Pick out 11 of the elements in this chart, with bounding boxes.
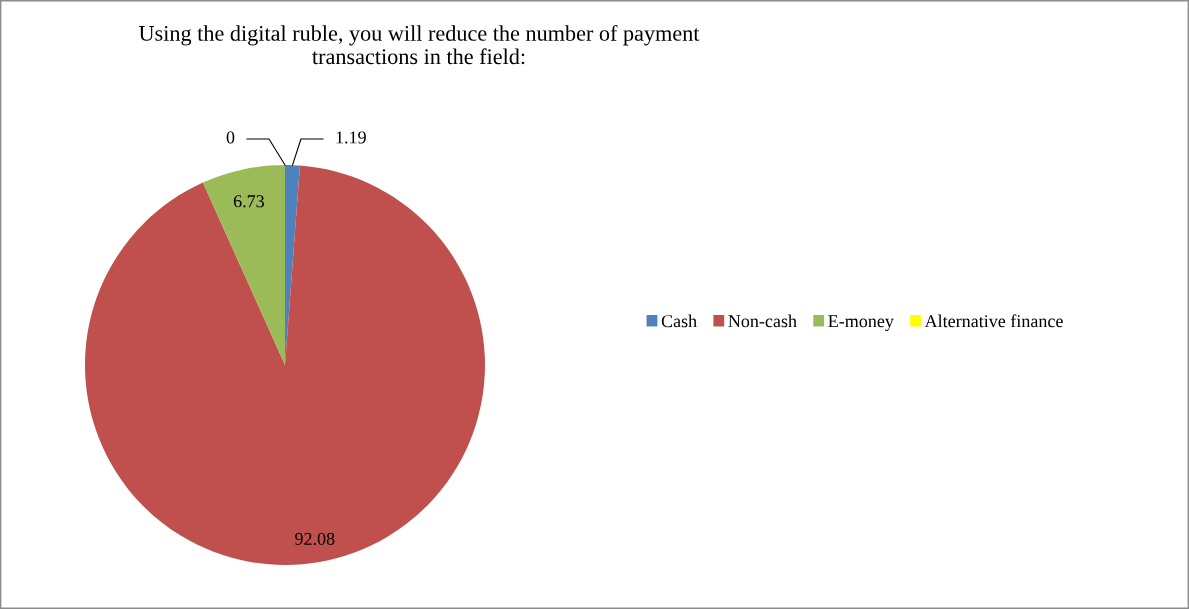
data-label: 1.19 [336, 131, 366, 144]
data-label: 92.08 [295, 532, 335, 545]
legend-label: Non-cash [728, 314, 797, 328]
chart-title: Using the digital ruble, you will reduce the number of payment transactions in the field: [138, 25, 700, 65]
legend-label: E-money [828, 315, 894, 331]
pie-slice [202, 165, 285, 365]
text: 0 [226, 131, 235, 144]
data-label: 6.73 [233, 195, 264, 208]
pie-slice [85, 165, 485, 565]
legend-label: Alternative finance [924, 314, 1063, 328]
legend-label: Cash [661, 314, 697, 328]
